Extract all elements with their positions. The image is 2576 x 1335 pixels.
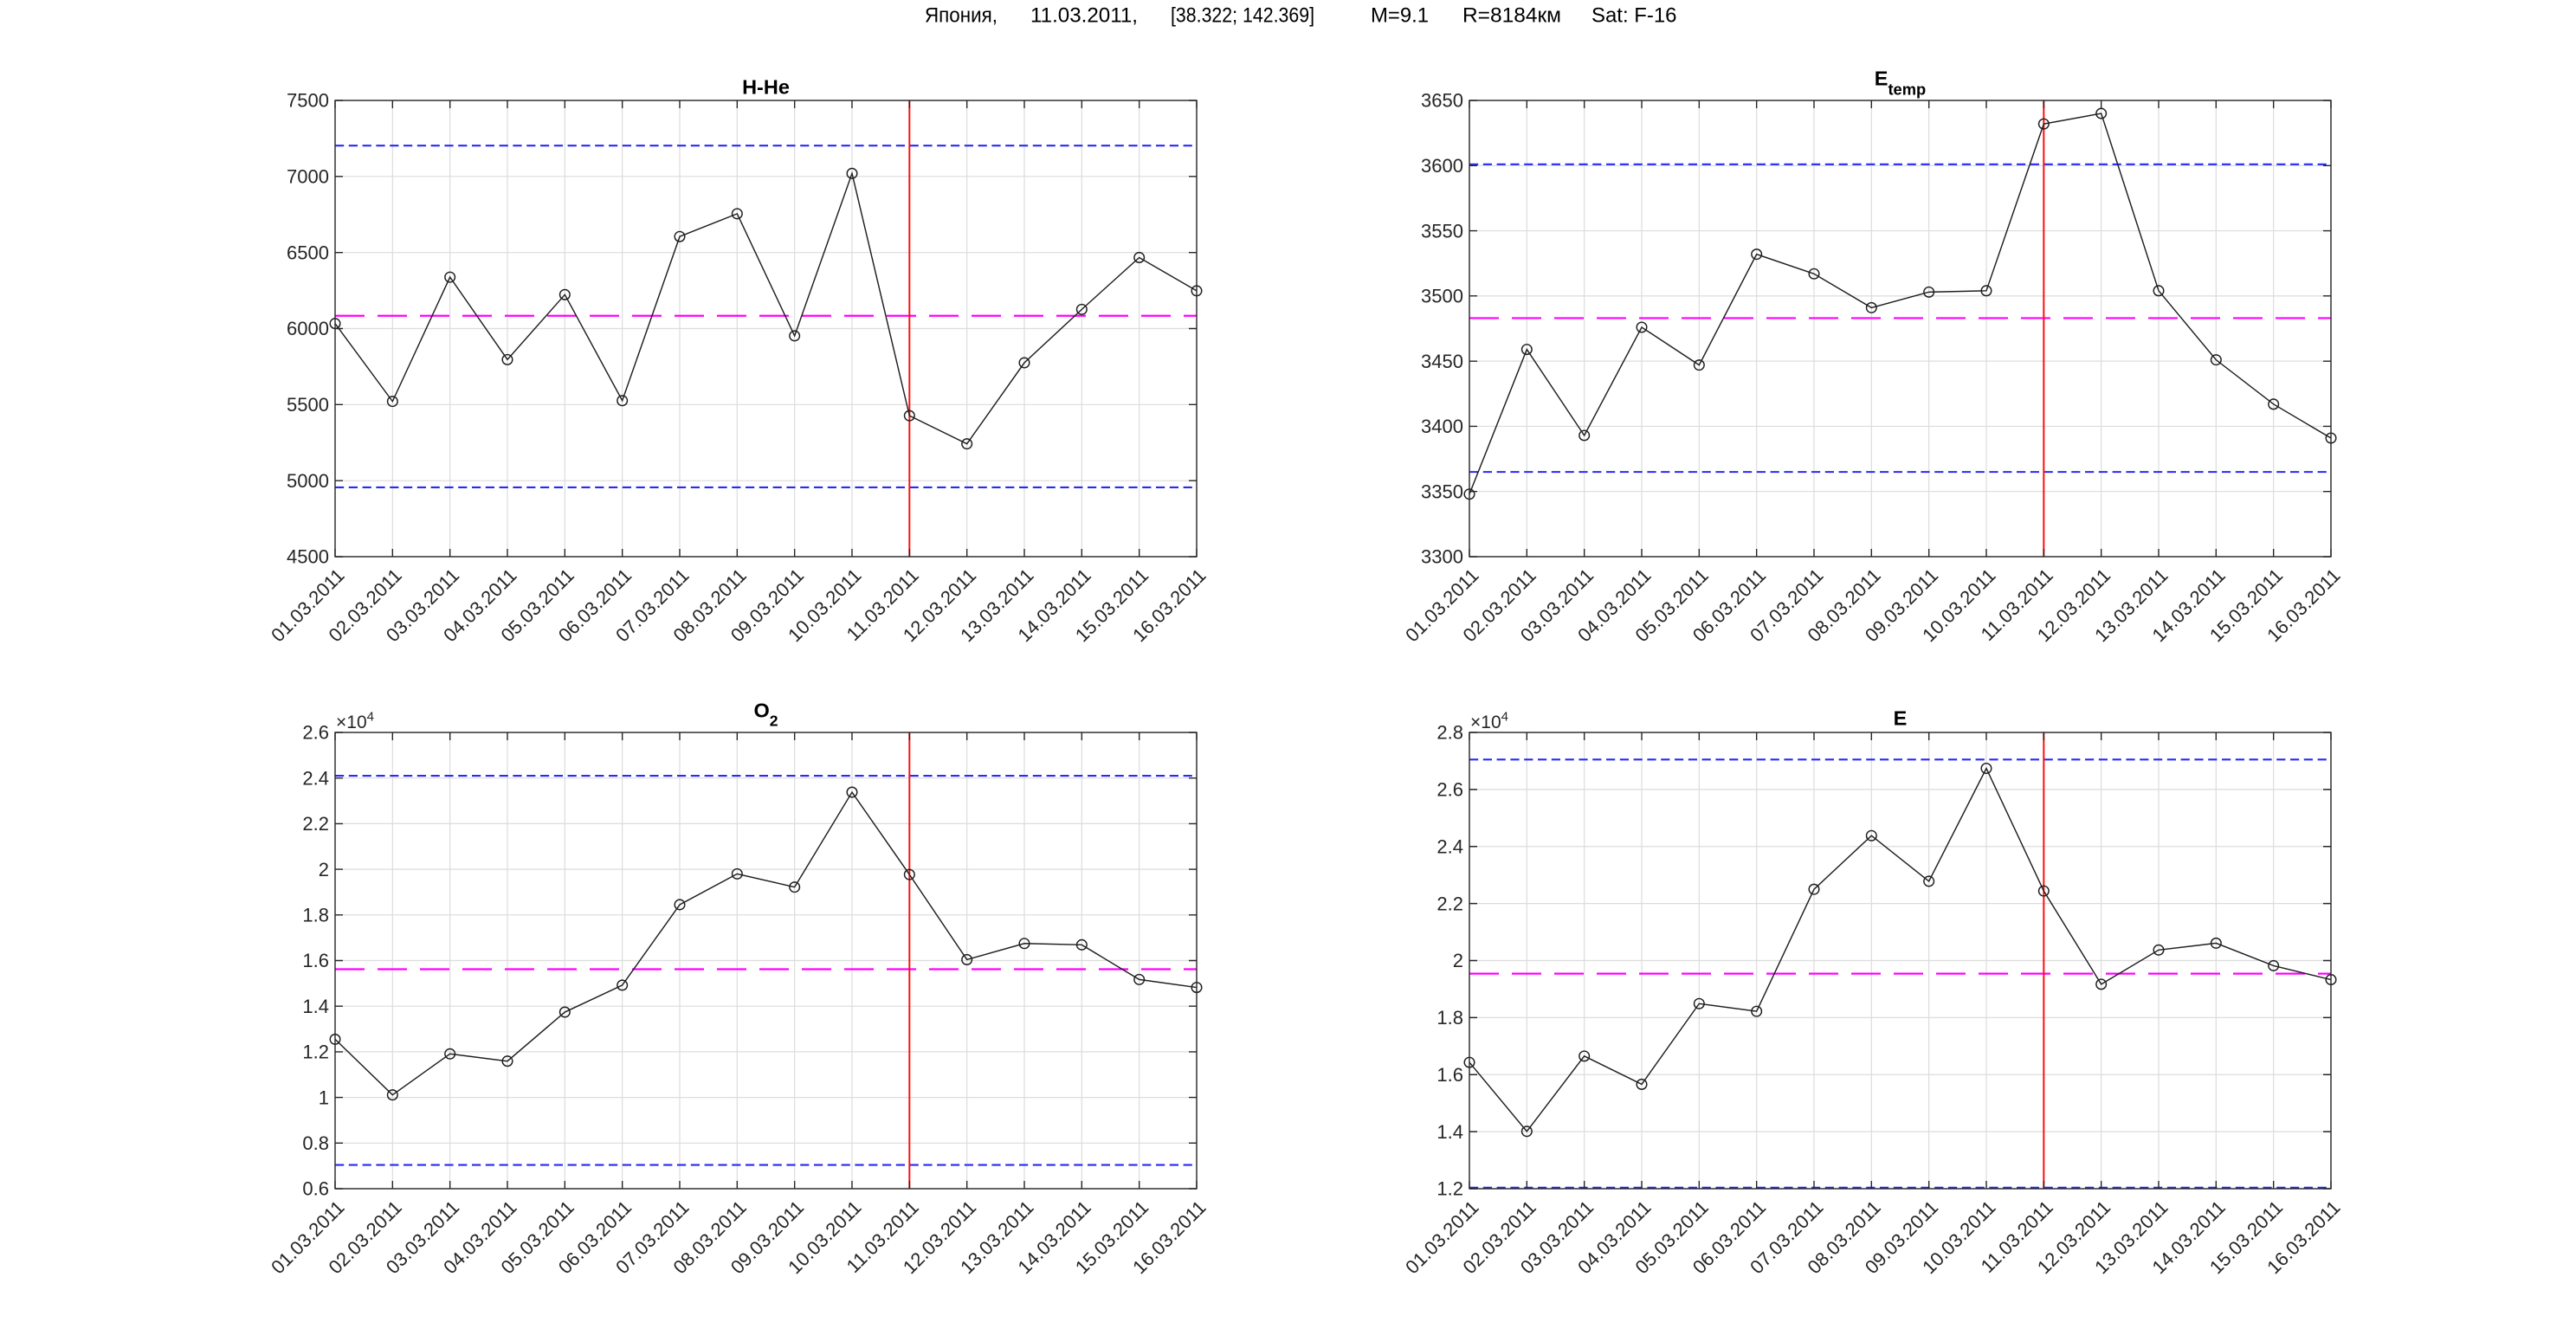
svg-text:E: E [1894, 707, 1908, 730]
svg-text:2: 2 [319, 859, 329, 880]
svg-text:1.8: 1.8 [1436, 1007, 1463, 1029]
svg-text:1.2: 1.2 [1436, 1178, 1463, 1200]
svg-text:H-He: H-He [742, 76, 790, 99]
svg-text:3600: 3600 [1421, 155, 1463, 177]
svg-text:3450: 3450 [1421, 351, 1463, 372]
svg-text:3550: 3550 [1421, 220, 1463, 242]
svg-text:4500: 4500 [287, 546, 329, 568]
svg-text:3500: 3500 [1421, 286, 1463, 307]
svg-text:3300: 3300 [1421, 546, 1463, 568]
svg-text:6500: 6500 [287, 242, 329, 263]
svg-text:1.6: 1.6 [1436, 1064, 1463, 1086]
svg-text:1.4: 1.4 [302, 996, 329, 1017]
svg-text:×104: ×104 [336, 710, 374, 733]
svg-text:2.2: 2.2 [1436, 893, 1463, 914]
svg-text:1.8: 1.8 [302, 905, 329, 926]
svg-text:Sat: F-16: Sat: F-16 [1591, 3, 1677, 27]
svg-text:3400: 3400 [1421, 416, 1463, 437]
svg-text:3650: 3650 [1421, 90, 1463, 112]
svg-text:[38.322; 142.369]: [38.322; 142.369] [1171, 3, 1314, 27]
svg-text:3350: 3350 [1421, 480, 1463, 502]
svg-text:5500: 5500 [287, 394, 329, 416]
svg-text:5000: 5000 [287, 470, 329, 492]
svg-text:11.03.2011,: 11.03.2011, [1030, 3, 1138, 27]
svg-text:7000: 7000 [287, 166, 329, 188]
svg-text:7500: 7500 [287, 90, 329, 112]
svg-text:2.6: 2.6 [302, 722, 329, 744]
svg-text:1.6: 1.6 [302, 950, 329, 971]
svg-text:1.4: 1.4 [1436, 1121, 1463, 1143]
svg-text:0.6: 0.6 [302, 1178, 329, 1200]
svg-text:0.8: 0.8 [302, 1132, 329, 1154]
svg-text:2.4: 2.4 [1436, 835, 1463, 857]
svg-text:M=9.1: M=9.1 [1371, 3, 1429, 27]
svg-text:2.8: 2.8 [1436, 722, 1463, 744]
svg-text:2.6: 2.6 [1436, 779, 1463, 801]
svg-text:Япония,: Япония, [925, 3, 997, 27]
svg-text:2: 2 [1453, 950, 1463, 971]
svg-text:R=8184км: R=8184км [1462, 3, 1561, 27]
svg-text:2.4: 2.4 [302, 767, 329, 789]
svg-text:2.2: 2.2 [302, 813, 329, 835]
svg-text:1.2: 1.2 [302, 1042, 329, 1063]
svg-text:6000: 6000 [287, 318, 329, 339]
svg-text:1: 1 [319, 1087, 329, 1108]
